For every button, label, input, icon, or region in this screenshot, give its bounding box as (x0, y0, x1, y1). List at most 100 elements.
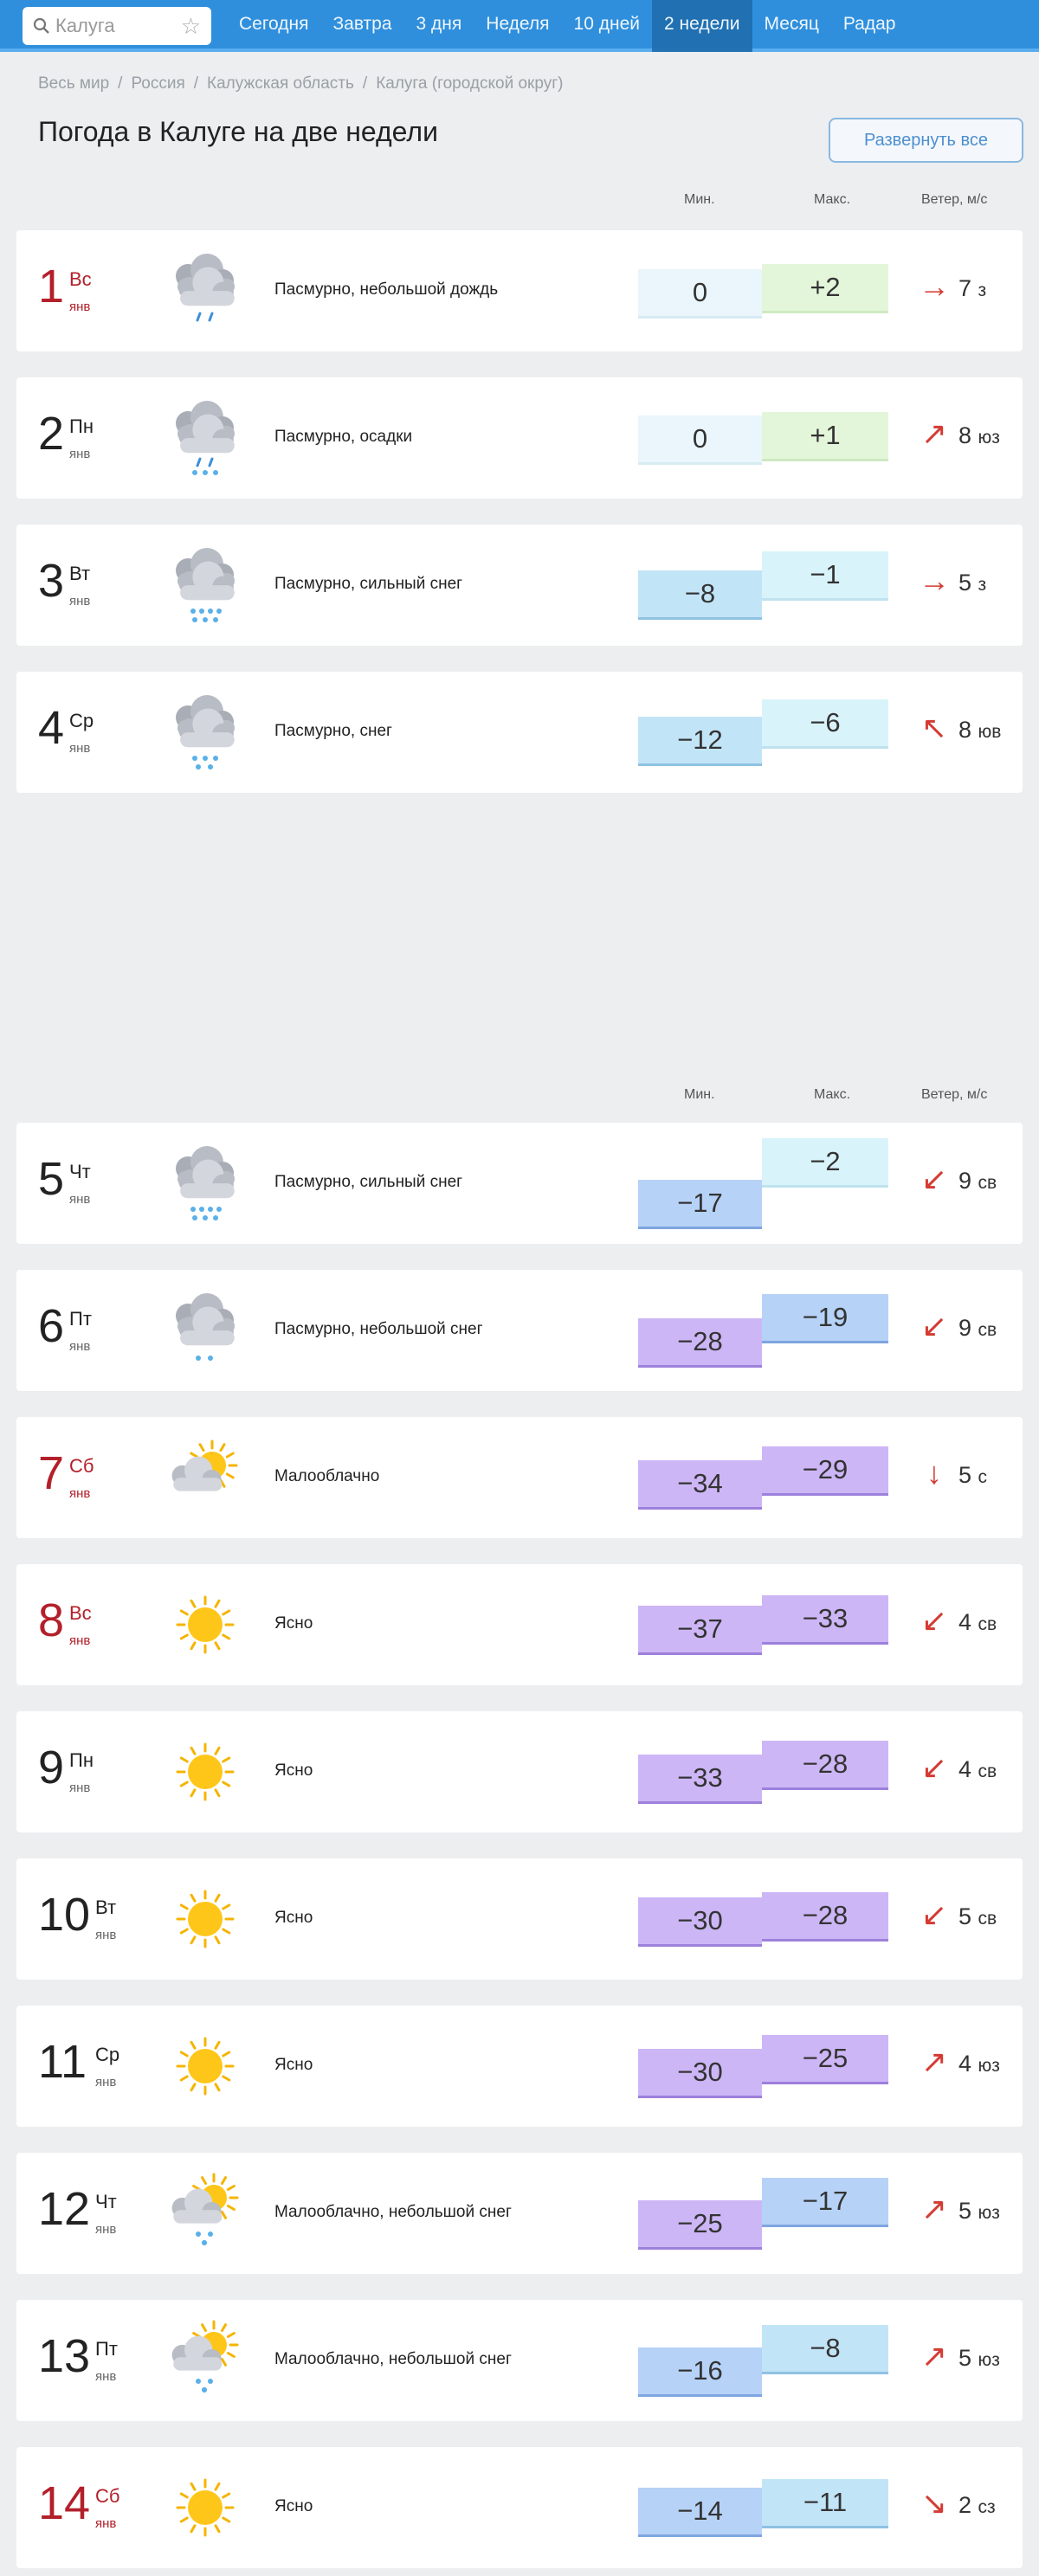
search-box[interactable]: ☆ (23, 7, 211, 45)
month: янв (69, 741, 91, 756)
min-temp: −16 (638, 2347, 762, 2397)
tab-Неделя[interactable]: Неделя (486, 14, 550, 34)
day-row[interactable]: 4 Ср янв Пасмурно, снег −12 −6 ↖ 8 юв (16, 672, 1023, 793)
max-temp: +1 (762, 412, 888, 462)
wind-speed: 5 (958, 1903, 978, 1929)
day-row[interactable]: 3 Вт янв Пасмурно, сильный снег −8 −1 → 5 з (16, 525, 1023, 646)
month: янв (69, 1486, 91, 1501)
wind-arrow-icon: ↙ (920, 1897, 948, 1932)
wind: 5 юз (958, 2345, 1000, 2372)
min-temp: −17 (638, 1180, 762, 1229)
star-icon[interactable]: ☆ (180, 12, 201, 39)
sun-icon (162, 1581, 248, 1668)
wind: 5 с (958, 1462, 987, 1489)
max-temp: −28 (762, 1891, 888, 1942)
day-row[interactable]: 2 Пн янв Пасмурно, осадки 0 +1 ↗ 8 юз (16, 377, 1023, 499)
max-temp: −29 (762, 1446, 888, 1496)
day-row[interactable]: 5 Чт янв Пасмурно, сильный снег −17 −2 ↙ 9 св (16, 1123, 1023, 1244)
month: янв (69, 1781, 91, 1795)
day-row[interactable]: 10 Вт янв Ясно −30 −28 ↙ 5 св (16, 1858, 1023, 1980)
column-header-min: Мин. (684, 1087, 715, 1102)
min-temp: −28 (638, 1318, 762, 1368)
day-number: 12 (38, 2183, 91, 2235)
wind-arrow-icon: ↙ (920, 1161, 948, 1196)
wind-direction: юз (978, 428, 1000, 448)
day-number: 13 (38, 2330, 91, 2382)
wind-speed: 7 (958, 275, 978, 301)
max-temp: −11 (762, 2479, 888, 2529)
day-row[interactable]: 1 Вс янв Пасмурно, небольшой дождь 0 +2 → 7 з (16, 230, 1023, 351)
day-row[interactable]: 14 Сб янв Ясно −14 −11 ↘ 2 сз (16, 2447, 1023, 2568)
wind-arrow-icon: ↓ (926, 1455, 942, 1491)
top-nav: ☆ Сегодня Завтра 3 дня Неделя 10 дней 2 недел… (0, 0, 1039, 52)
day-of-week: Пн (69, 1749, 94, 1771)
min-temp: −30 (638, 2049, 762, 2098)
day-row[interactable]: 6 Пт янв Пасмурно, небольшой снег −28 −19 ↙ 9 с… (16, 1270, 1023, 1391)
wind-speed: 5 (958, 2345, 978, 2371)
day-of-week: Вт (69, 563, 91, 584)
breadcrumb-link[interactable]: Калуга (городской округ) (376, 74, 564, 93)
period-tabs: Сегодня Завтра 3 дня Неделя 10 дней 2 недели М… (227, 0, 907, 52)
max-temp: −19 (762, 1293, 888, 1343)
wind-arrow-icon: ↙ (920, 1602, 948, 1638)
weather-description: Ясно (274, 2497, 313, 2515)
day-row[interactable]: 12 Чт янв Малооблачно, небольшой снег −25 −17… (16, 2153, 1023, 2274)
wind-arrow-icon: ↗ (920, 2044, 948, 2079)
search-input[interactable] (55, 15, 168, 37)
day-number: 1 (38, 261, 65, 312)
day-of-week: Сб (69, 1455, 94, 1477)
cloud-heavy-snow-icon (162, 1140, 248, 1227)
cloud-sleet-icon (162, 395, 248, 481)
day-row[interactable]: 13 Пт янв Малооблачно, небольшой снег −16 −8 ↗… (16, 2300, 1023, 2421)
wind-direction: юз (978, 2056, 1000, 2076)
tab-2-недели[interactable]: 2 недели (651, 0, 752, 52)
wind: 5 св (958, 1903, 997, 1930)
expand-all-button[interactable]: Развернуть все (829, 118, 1023, 163)
sun-icon (162, 1729, 248, 1815)
breadcrumb-link[interactable]: Калужская область (207, 74, 354, 93)
sun-icon (162, 2464, 248, 2551)
cloud-rain-icon (162, 248, 248, 334)
day-of-week: Чт (95, 2191, 117, 2212)
day-number: 10 (38, 1889, 91, 1941)
tab-Завтра[interactable]: Завтра (332, 14, 392, 34)
wind-arrow-icon: → (919, 563, 950, 598)
min-temp: 0 (638, 269, 762, 319)
weather-description: Пасмурно, небольшой дождь (274, 280, 499, 299)
wind-direction: св (978, 1909, 997, 1929)
day-number: 2 (38, 408, 65, 460)
tab-10-дней[interactable]: 10 дней (573, 14, 640, 34)
wind: 9 св (958, 1315, 997, 1342)
weather-description: Пасмурно, снег (274, 722, 392, 740)
day-row[interactable]: 9 Пн янв Ясно −33 −28 ↙ 4 св (16, 1711, 1023, 1832)
max-temp: −2 (762, 1138, 888, 1188)
wind: 5 юз (958, 2198, 1000, 2225)
tab-3-дня[interactable]: 3 дня (416, 14, 462, 34)
wind-speed: 4 (958, 1756, 978, 1782)
month: янв (95, 2369, 117, 2384)
cloud-light-snow-icon (162, 1287, 248, 1374)
tab-Радар[interactable]: Радар (842, 14, 896, 34)
month: янв (95, 2222, 117, 2237)
wind: 5 з (958, 570, 986, 596)
wind-arrow-icon: ↘ (920, 2485, 948, 2521)
max-temp: −1 (762, 551, 888, 601)
partly-cloudy-icon (162, 1434, 248, 1521)
wind-arrow-icon: ↙ (920, 1749, 948, 1785)
day-number: 11 (38, 2036, 87, 2088)
wind-speed: 5 (958, 570, 978, 596)
column-header-wind: Ветер, м/с (921, 192, 988, 207)
tab-Месяц[interactable]: Месяц (764, 14, 819, 34)
day-row[interactable]: 8 Вс янв Ясно −37 −33 ↙ 4 св (16, 1564, 1023, 1685)
breadcrumb-link[interactable]: Россия (131, 74, 185, 93)
min-temp: −12 (638, 716, 762, 766)
weather-description: Пасмурно, осадки (274, 428, 413, 446)
day-row[interactable]: 11 Ср янв Ясно −30 −25 ↗ 4 юз (16, 2006, 1023, 2127)
breadcrumb-link[interactable]: Весь мир (38, 74, 110, 93)
day-row[interactable]: 7 Сб янв Малооблачно −34 −29 ↓ 5 с (16, 1417, 1023, 1538)
day-of-week: Чт (69, 1161, 91, 1182)
month: янв (69, 594, 91, 609)
min-temp: −33 (638, 1755, 762, 1804)
tab-Сегодня[interactable]: Сегодня (239, 14, 309, 34)
page-title: Погода в Калуге на две недели (38, 116, 438, 147)
